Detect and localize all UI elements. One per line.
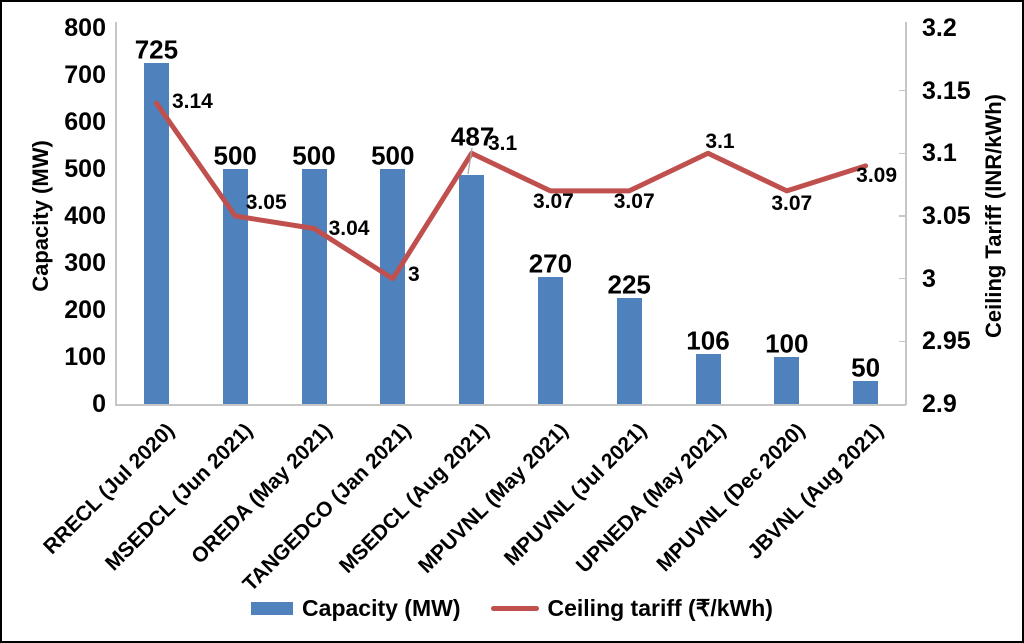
capacity-bar	[695, 354, 721, 404]
capacity-bar	[853, 380, 879, 404]
left-axis-tick: 700	[64, 61, 106, 89]
bar-value-label: 725	[134, 34, 179, 65]
capacity-bar	[459, 175, 485, 404]
capacity-bar	[774, 357, 800, 404]
right-axis-tick: 2.9	[922, 390, 957, 418]
right-axis-line	[905, 22, 907, 405]
legend-item-capacity: Capacity (MW)	[251, 595, 461, 622]
tariff-value-label: 3.04	[328, 216, 370, 240]
capacity-bar	[616, 298, 642, 404]
tariff-value-label: 3.05	[245, 191, 287, 214]
x-axis-label: UPNEDA (May 2021)	[571, 419, 731, 578]
right-axis-tick: 3.15	[922, 76, 971, 105]
legend-capacity-swatch	[251, 602, 294, 615]
x-axis-label: MPUVNL (May 2021)	[413, 419, 573, 578]
right-axis-tick: 3.2	[922, 14, 957, 42]
right-axis-tick: 3	[922, 264, 936, 293]
right-axis-tick: 3.05	[922, 202, 971, 230]
tariff-value-label: 3.07	[771, 191, 813, 215]
left-axis-tick: 300	[64, 249, 106, 277]
left-axis-tick: 200	[64, 296, 106, 324]
x-axis-label: MSEDCL (Aug 2021)	[335, 419, 494, 578]
x-axis-label: JBVNL (Aug 2021)	[743, 419, 888, 564]
bar-value-label: 500	[213, 140, 257, 171]
bar-value-label: 487	[450, 121, 495, 152]
right-axis-tick-mark	[899, 152, 906, 155]
left-axis-tick: 500	[64, 155, 106, 183]
capacity-bar	[380, 169, 406, 404]
tariff-value-label: 3.07	[613, 189, 655, 213]
x-axis-label: MPUVNL (Jul 2021)	[500, 419, 652, 571]
tariff-value-label: 3.1	[487, 132, 518, 156]
legend-tariff-label: Ceiling tariff (₹/kWh)	[547, 595, 773, 621]
right-axis-tick-mark	[899, 215, 906, 217]
tariff-value-label: 3	[407, 262, 420, 286]
legend: Capacity (MW) Ceiling tariff (₹/kWh)	[2, 595, 1022, 622]
capacity-bar	[537, 277, 563, 404]
bar-value-label: 500	[371, 140, 415, 171]
left-axis-line	[115, 22, 117, 405]
right-axis-tick: 3.1	[922, 139, 957, 168]
left-axis-tick: 0	[92, 390, 106, 418]
left-axis-tick: 400	[64, 202, 106, 230]
legend-capacity-label: Capacity (MW)	[302, 595, 461, 621]
legend-item-tariff: Ceiling tariff (₹/kWh)	[490, 595, 773, 622]
bar-value-label: 270	[528, 248, 573, 279]
x-axis-label: RRECL (Jul 2020)	[38, 419, 179, 559]
x-axis-line	[115, 404, 906, 406]
legend-tariff-swatch	[490, 606, 539, 611]
left-axis-tick: 100	[64, 343, 106, 371]
bar-value-label: 225	[607, 269, 651, 300]
left-axis-tick: 600	[64, 108, 106, 136]
right-axis-tick-mark	[899, 277, 906, 280]
bar-value-label: 106	[686, 325, 730, 356]
bar-value-label: 50	[851, 352, 881, 382]
x-axis-label: OREDA (May 2021)	[186, 419, 337, 569]
tariff-value-label: 3.1	[705, 130, 735, 154]
right-axis-tick: 2.95	[922, 327, 971, 356]
right-axis-title: Ceiling Tariff (INR/kWh)	[981, 93, 1006, 339]
right-axis-tick-mark	[899, 89, 906, 92]
tariff-value-label: 3.09	[856, 163, 898, 187]
tariff-value-label: 3.07	[532, 189, 574, 213]
bar-value-label: 500	[292, 140, 336, 171]
x-axis-label: MPUVNL (Dec 2020)	[651, 419, 810, 577]
capacity-bar	[143, 63, 169, 404]
capacity-bar	[301, 169, 327, 404]
x-axis-label: MSEDCL (Jun 2021)	[101, 419, 258, 576]
left-axis-tick: 800	[64, 14, 106, 42]
bar-value-label: 100	[765, 328, 809, 359]
capacity-bar	[222, 169, 248, 404]
right-axis-tick-mark	[899, 340, 906, 343]
tariff-value-label: 3.14	[171, 90, 213, 114]
